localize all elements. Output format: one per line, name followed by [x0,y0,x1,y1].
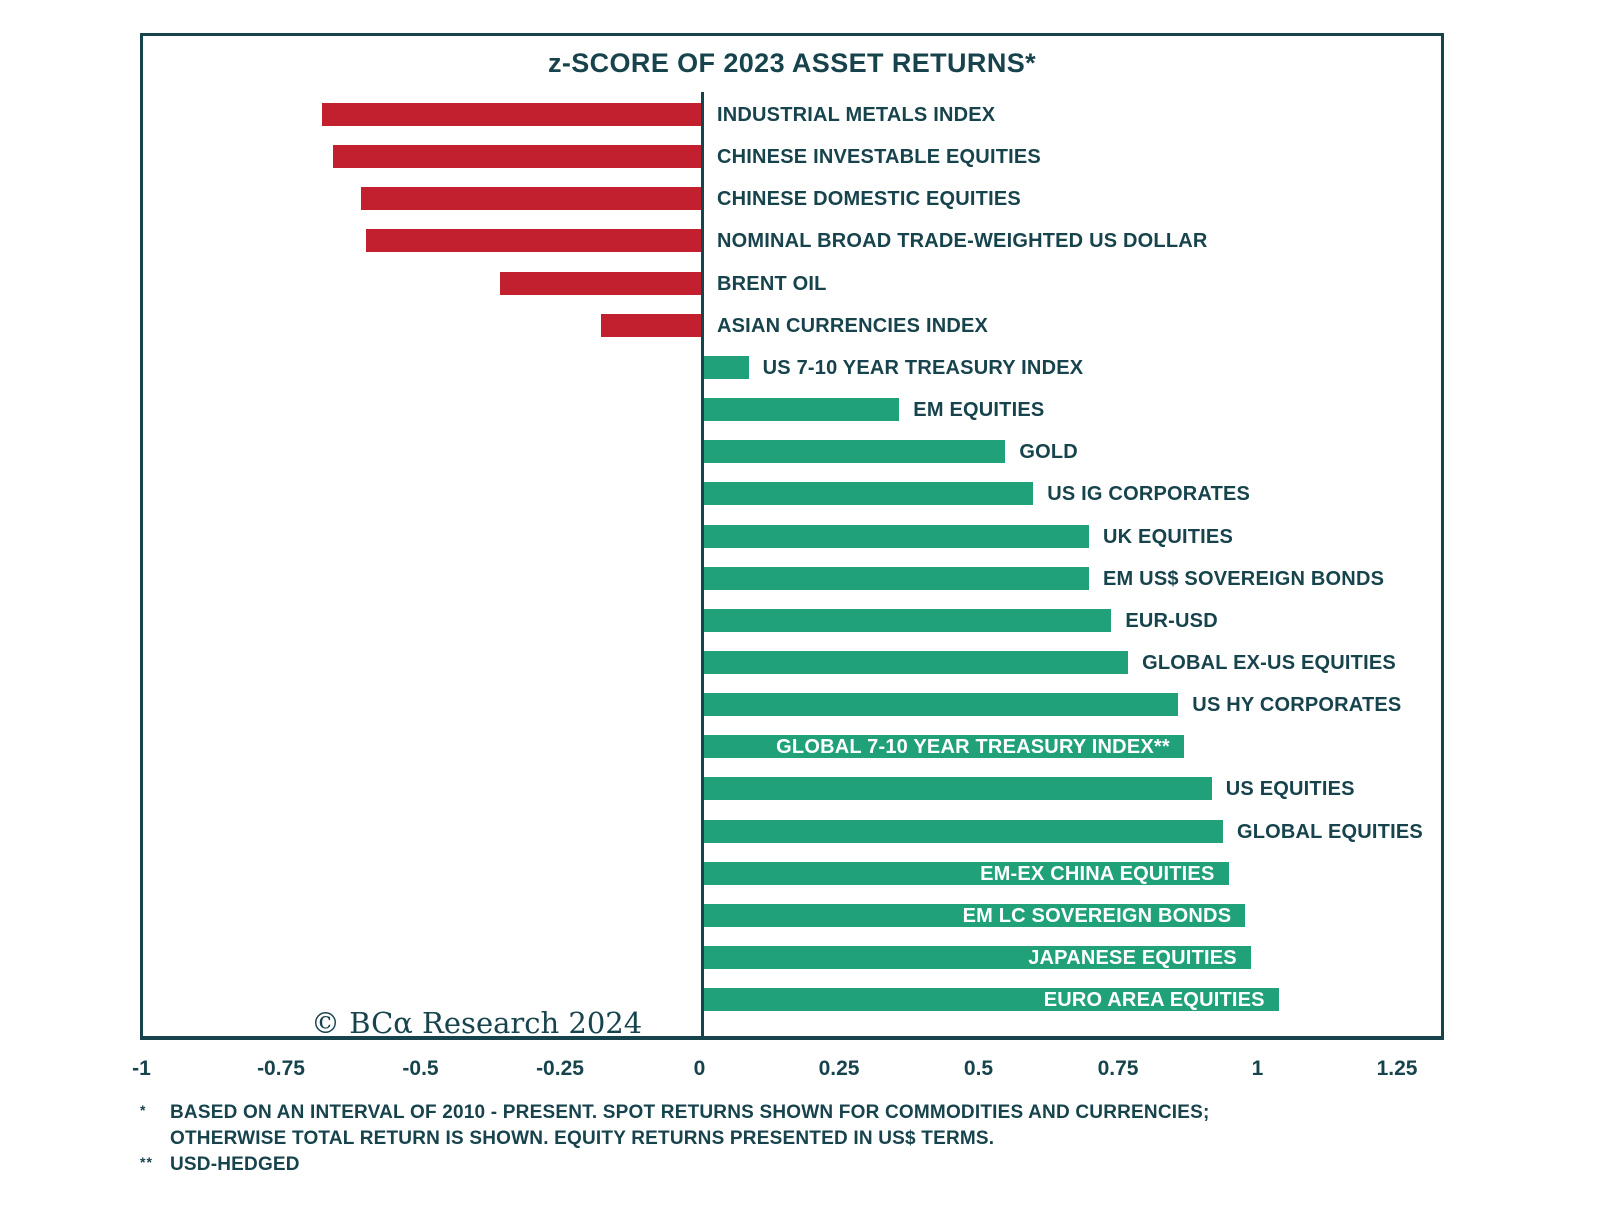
bar-row: INDUSTRIAL METALS INDEX [143,103,1441,126]
bar-positive [704,650,1129,674]
bar-row: JAPANESE EQUITIES [143,946,1441,969]
chart-title: z-SCORE OF 2023 ASSET RETURNS* [547,48,1037,78]
bar-negative [600,313,701,337]
bar-row: US 7-10 YEAR TREASURY INDEX [143,355,1441,379]
x-tick-label: 0 [693,1057,706,1080]
bar-row: GLOBAL EQUITIES [143,819,1441,843]
bar-row: GLOBAL 7-10 YEAR TREASURY INDEX** [143,735,1441,759]
bar-label: EM EQUITIES [913,399,1045,422]
bar-label: UK EQUITIES [1103,525,1234,548]
bar-positive [704,819,1223,843]
bar-positive [704,398,900,422]
bar-label: US EQUITIES [1225,778,1355,801]
bar-label: EM LC SOVEREIGN BONDS [962,904,1232,927]
bar-positive [704,355,749,379]
bar-label: EUR-USD [1125,609,1218,632]
bar-row: CHINESE DOMESTIC EQUITIES [143,187,1441,211]
x-tick-label: 1 [1251,1057,1264,1080]
bar-positive [704,903,1246,927]
bar-negative [332,145,701,169]
bar-label: GLOBAL EX-US EQUITIES [1142,651,1396,674]
x-tick-label: -0.25 [536,1057,584,1080]
bar-label: NOMINAL BROAD TRADE-WEIGHTED US DOLLAR [717,230,1208,253]
footnote-row: * BASED ON AN INTERVAL OF 2010 - PRESENT… [140,1100,1470,1152]
bar-positive [704,482,1034,506]
footnote-text: BASED ON AN INTERVAL OF 2010 - PRESENT. … [170,1100,1210,1152]
bars: INDUSTRIAL METALS INDEX CHINESE INVESTABL… [143,36,1441,1036]
bar-row: US HY CORPORATES [143,693,1441,717]
bar-row: CHINESE INVESTABLE EQUITIES [143,145,1441,169]
bar-label: CHINESE INVESTABLE EQUITIES [717,146,1041,169]
footnote-line: BASED ON AN INTERVAL OF 2010 - PRESENT. … [170,1102,1210,1123]
footnotes: * BASED ON AN INTERVAL OF 2010 - PRESENT… [140,1100,1470,1178]
x-tick-label: 0.75 [1097,1057,1139,1080]
x-tick-label: -0.75 [257,1057,305,1080]
zero-axis-line [701,92,704,1036]
bar-positive [704,777,1212,801]
bar-positive [704,861,1229,885]
bar-label: INDUSTRIAL METALS INDEX [717,104,996,126]
bar-row: GOLD [143,440,1441,464]
bar-label: EURO AREA EQUITIES [1043,989,1265,1012]
bar-row: US EQUITIES [143,777,1441,801]
x-tick-label: 1.25 [1376,1057,1418,1080]
bar-label: US IG CORPORATES [1047,483,1251,506]
bar-row: EUR-USD [143,608,1441,632]
bar-negative [321,103,701,126]
bar-positive [704,735,1184,759]
bar-positive [704,440,1006,464]
bar-positive [704,608,1112,632]
bar-row: ASIAN CURRENCIES INDEX [143,313,1441,337]
x-tick-label: -0.5 [402,1057,439,1080]
bar-row: UK EQUITIES [143,524,1441,548]
bar-row: EM LC SOVEREIGN BONDS [143,903,1441,927]
bar-positive [704,524,1090,548]
bar-row: NOMINAL BROAD TRADE-WEIGHTED US DOLLAR [143,229,1441,253]
bar-label: JAPANESE EQUITIES [1028,947,1237,969]
copyright-logo: © BCα Research 2024 [311,1006,643,1040]
bar-negative [366,229,701,253]
footnote-row: ** USD-HEDGED [140,1152,1470,1178]
bar-negative [360,187,701,211]
bar-row: GLOBAL EX-US EQUITIES [143,650,1441,674]
bar-label: US HY CORPORATES [1192,694,1402,717]
bar-row: BRENT OIL [143,271,1441,295]
bar-row: US IG CORPORATES [143,482,1441,506]
footnote-marker: * [140,1102,147,1118]
bar-label: GOLD [1019,441,1078,464]
bar-label: EM-EX CHINA EQUITIES [980,862,1215,885]
x-tick-label: 0.5 [963,1057,994,1080]
bar-positive [704,566,1090,590]
bar-row: EM US$ SOVEREIGN BONDS [143,566,1441,590]
bar-row: EM-EX CHINA EQUITIES [143,861,1441,885]
x-tick-label: 0.25 [818,1057,860,1080]
bar-positive [704,693,1179,717]
bar-label: EM US$ SOVEREIGN BONDS [1103,567,1385,590]
bar-positive [704,988,1279,1012]
footnote-text: USD-HEDGED [170,1154,300,1175]
bar-label: GLOBAL 7-10 YEAR TREASURY INDEX** [776,736,1170,759]
bar-label: US 7-10 YEAR TREASURY INDEX [762,356,1084,379]
x-axis-tick-labels: -1 -0.75 -0.5 -0.25 0 0.25 0.5 0.75 1 1.25 [0,1057,1600,1087]
bar-positive [704,946,1251,969]
bar-label: BRENT OIL [717,272,827,295]
footnote-marker: ** [140,1154,153,1170]
bar-row: EM EQUITIES [143,398,1441,422]
chart-frame: z-SCORE OF 2023 ASSET RETURNS* INDUSTRIA… [140,33,1444,1040]
bar-label: GLOBAL EQUITIES [1236,820,1423,843]
x-tick-label: -1 [132,1057,151,1080]
bar-label: ASIAN CURRENCIES INDEX [717,314,989,337]
bar-negative [500,271,701,295]
bar-row: EURO AREA EQUITIES [143,988,1441,1012]
bar-label: CHINESE DOMESTIC EQUITIES [717,188,1021,211]
footnote-line: OTHERWISE TOTAL RETURN IS SHOWN. EQUITY … [170,1128,995,1149]
